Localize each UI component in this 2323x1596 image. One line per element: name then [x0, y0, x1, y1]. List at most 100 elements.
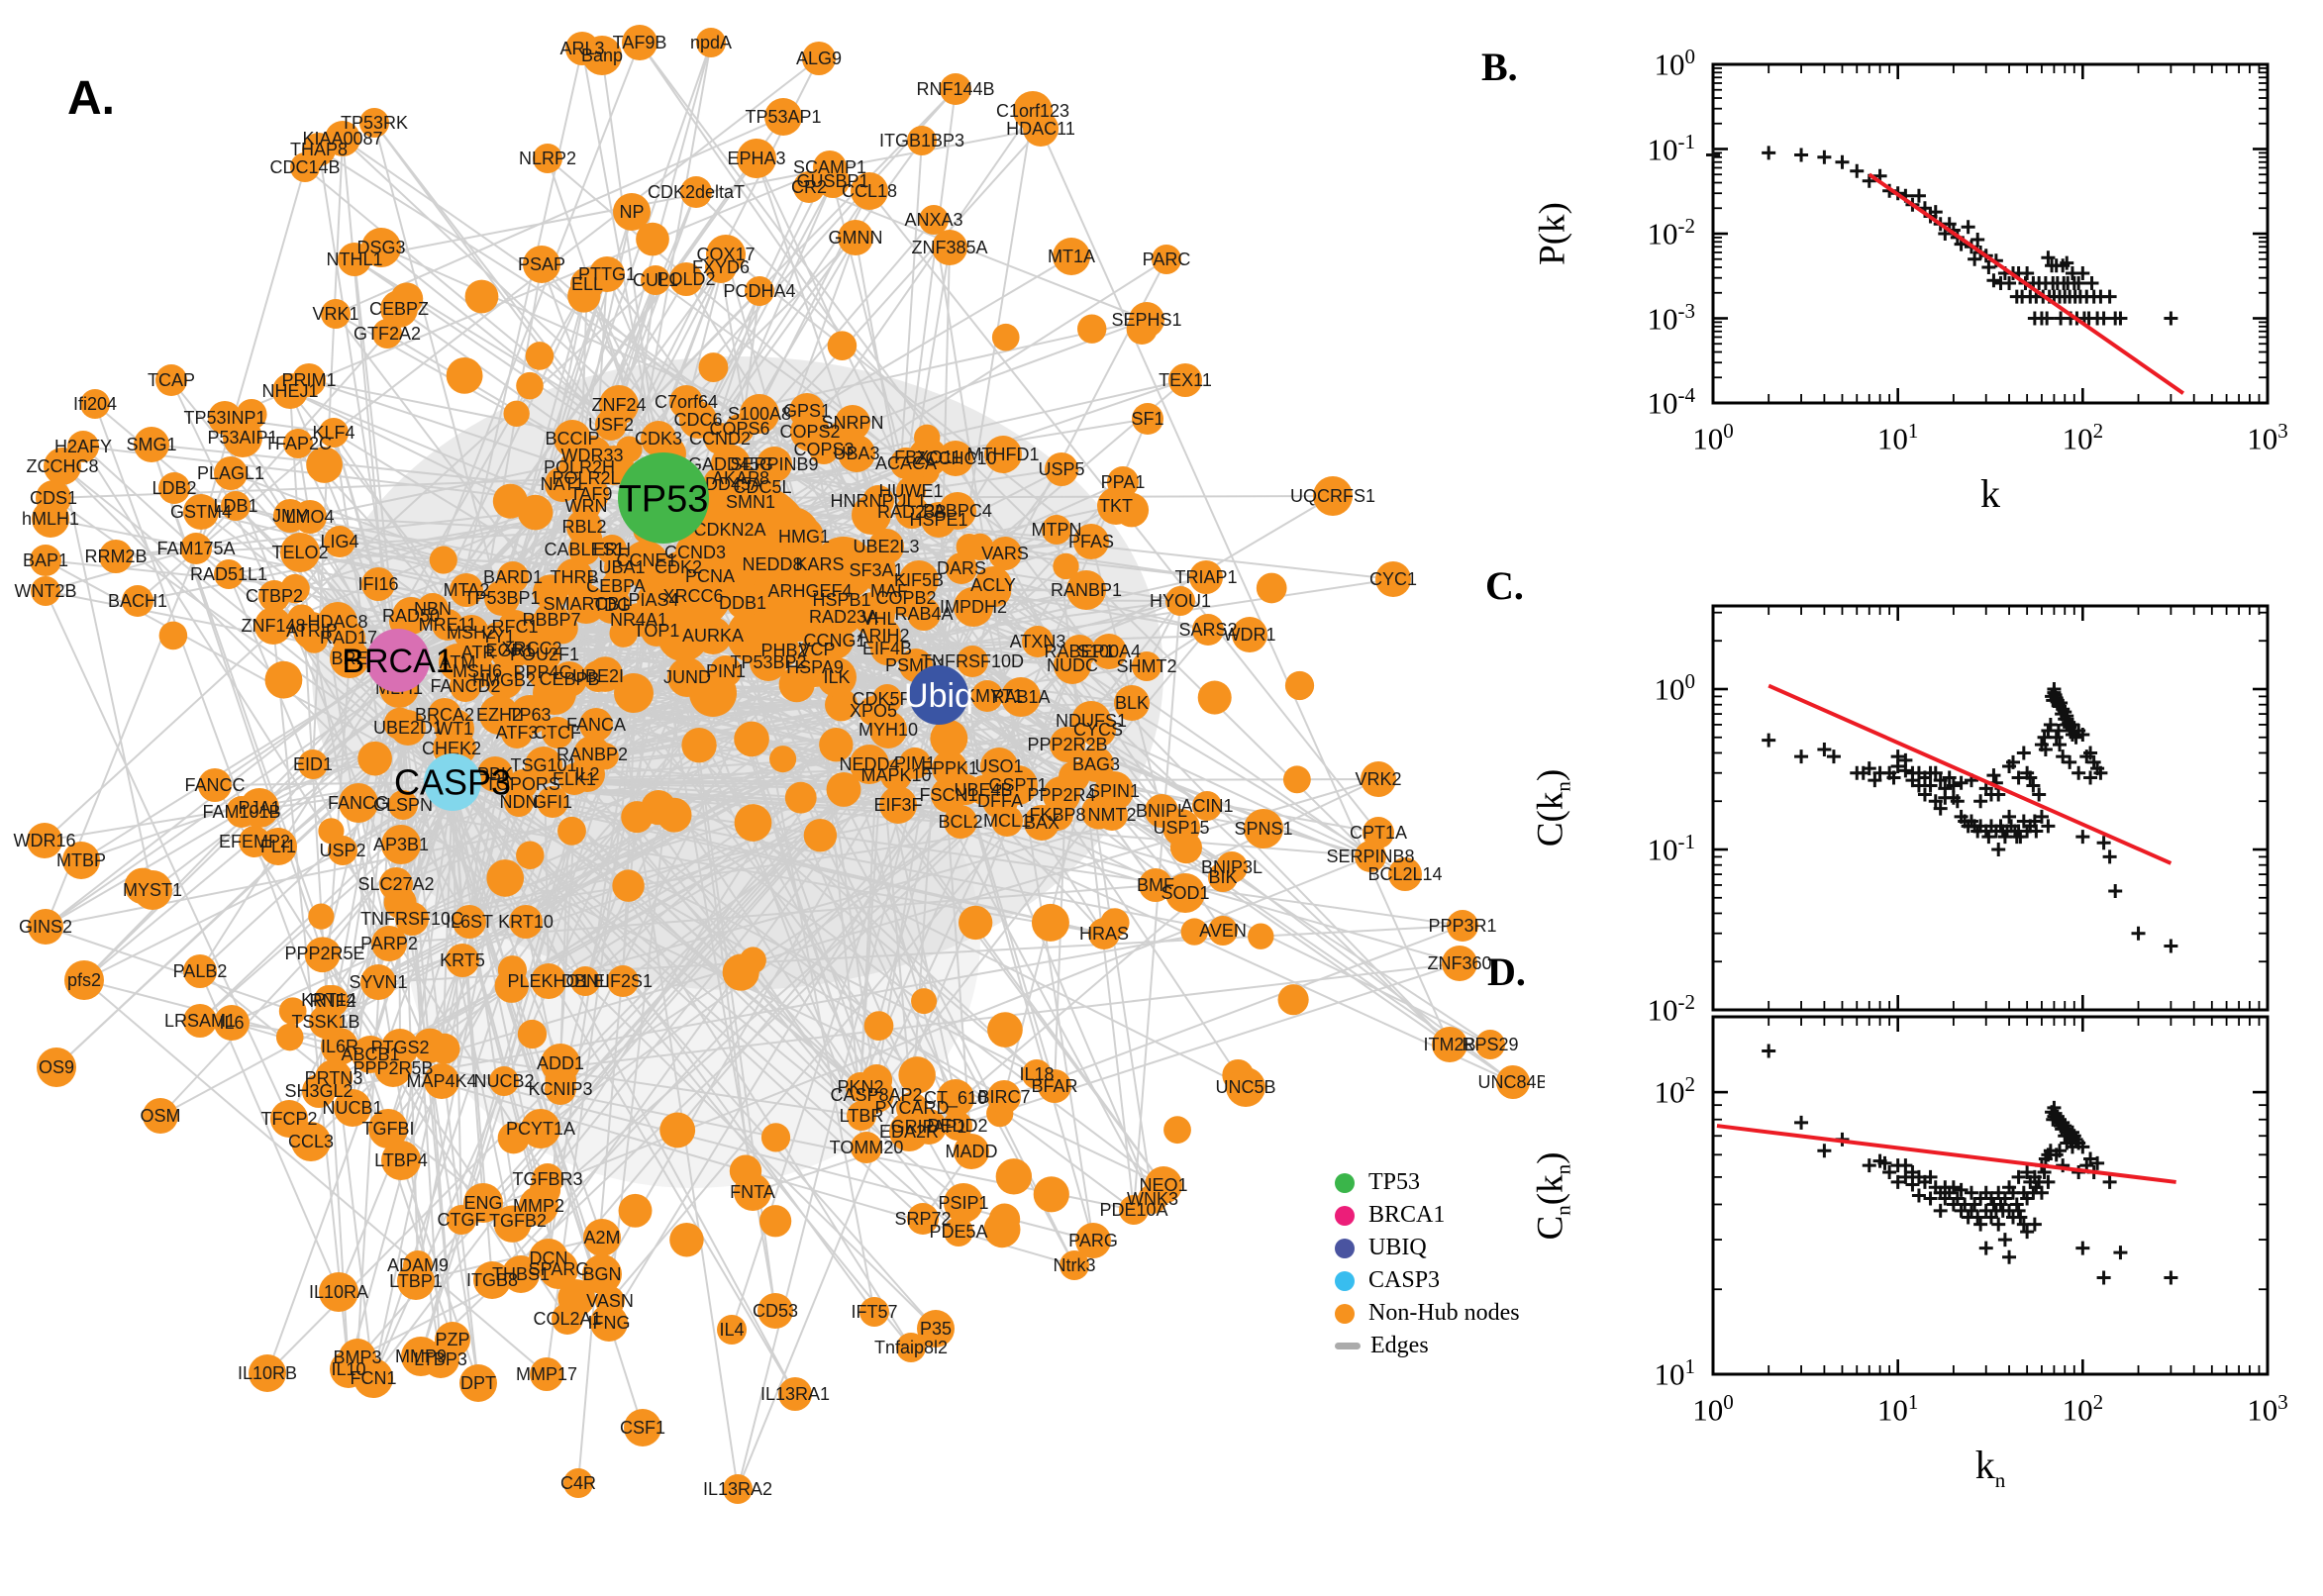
gene-node[interactable] — [309, 938, 341, 969]
gene-node[interactable] — [1355, 841, 1386, 872]
gene-node[interactable] — [545, 466, 580, 502]
gene-node[interactable] — [641, 615, 672, 647]
gene-node[interactable] — [703, 466, 739, 502]
gene-node[interactable] — [889, 1112, 929, 1151]
gene-node[interactable] — [938, 441, 973, 476]
gene-node[interactable] — [180, 533, 212, 564]
gene-node[interactable] — [879, 786, 917, 824]
gene-node[interactable] — [851, 172, 888, 210]
gene-node[interactable] — [338, 243, 371, 276]
gene-node[interactable] — [453, 905, 486, 939]
gene-node[interactable] — [1054, 647, 1091, 684]
gene-node[interactable] — [1129, 302, 1164, 338]
hub-node-brca1[interactable] — [366, 629, 430, 692]
gene-node[interactable] — [1097, 487, 1135, 525]
gene-node[interactable] — [1060, 1250, 1089, 1280]
gene-node[interactable] — [907, 126, 937, 155]
gene-node[interactable] — [737, 139, 776, 178]
gene-node[interactable] — [1192, 791, 1222, 821]
gene-node[interactable] — [921, 502, 957, 538]
gene-node[interactable] — [582, 1254, 622, 1294]
gene-node[interactable] — [380, 290, 418, 328]
gene-node[interactable] — [1165, 586, 1195, 616]
gene-node[interactable] — [984, 436, 1022, 473]
gene-node[interactable] — [1119, 1195, 1149, 1225]
gene-node[interactable] — [214, 1005, 250, 1041]
gene-node[interactable] — [497, 561, 529, 593]
gene-node[interactable] — [223, 418, 262, 457]
gene-node[interactable] — [403, 1250, 433, 1280]
gene-node[interactable] — [523, 246, 560, 283]
gene-node[interactable] — [711, 511, 749, 549]
gene-node[interactable] — [1375, 561, 1411, 597]
gene-node[interactable] — [334, 1089, 371, 1127]
gene-node[interactable] — [1075, 1223, 1111, 1258]
gene-node[interactable] — [240, 788, 279, 828]
gene-node[interactable] — [838, 220, 873, 255]
gene-node[interactable] — [319, 1272, 358, 1312]
gene-node[interactable] — [944, 1183, 983, 1223]
gene-node[interactable] — [372, 319, 402, 349]
gene-node[interactable] — [298, 749, 328, 779]
gene-node[interactable] — [590, 1304, 628, 1342]
gene-node[interactable] — [940, 73, 971, 105]
gene-node[interactable] — [99, 540, 133, 573]
gene-node[interactable] — [31, 576, 60, 606]
gene-node[interactable] — [541, 1044, 580, 1083]
gene-node[interactable] — [568, 534, 600, 565]
gene-node[interactable] — [1313, 476, 1353, 516]
gene-node[interactable] — [460, 654, 494, 688]
gene-node[interactable] — [504, 787, 534, 817]
gene-node[interactable] — [533, 144, 562, 173]
gene-node[interactable] — [869, 711, 907, 748]
gene-node[interactable] — [944, 805, 977, 839]
gene-node[interactable] — [530, 1357, 563, 1391]
gene-node[interactable] — [758, 549, 787, 579]
gene-node[interactable] — [1442, 946, 1477, 981]
gene-node[interactable] — [1165, 873, 1205, 913]
gene-node[interactable] — [381, 1141, 421, 1180]
gene-node[interactable] — [957, 646, 988, 677]
gene-node[interactable] — [988, 537, 1022, 570]
gene-node[interactable] — [622, 25, 657, 60]
gene-node[interactable] — [859, 1297, 889, 1327]
gene-node[interactable] — [694, 617, 732, 654]
gene-node[interactable] — [1078, 747, 1114, 782]
gene-node[interactable] — [907, 1203, 939, 1235]
gene-node[interactable] — [1066, 570, 1106, 610]
gene-node[interactable] — [705, 251, 737, 283]
gene-node[interactable] — [368, 1109, 408, 1148]
gene-node[interactable] — [1139, 868, 1172, 902]
gene-node[interactable] — [528, 638, 561, 671]
gene-node[interactable] — [792, 573, 828, 609]
gene-node[interactable] — [361, 567, 395, 601]
gene-node[interactable] — [395, 902, 429, 936]
gene-node[interactable] — [890, 448, 922, 479]
gene-node[interactable] — [838, 435, 875, 472]
gene-node[interactable] — [80, 389, 110, 419]
gene-node[interactable] — [64, 960, 104, 1000]
gene-node[interactable] — [542, 717, 573, 748]
gene-node[interactable] — [214, 559, 244, 589]
gene-node[interactable] — [293, 500, 327, 534]
gene-node[interactable] — [734, 1173, 771, 1211]
gene-node[interactable] — [931, 777, 966, 813]
gene-node[interactable] — [254, 607, 292, 645]
gene-node[interactable] — [641, 421, 676, 456]
gene-node[interactable] — [143, 1098, 178, 1134]
gene-node[interactable] — [249, 1354, 286, 1392]
gene-node[interactable] — [330, 639, 369, 678]
gene-node[interactable] — [1447, 910, 1478, 942]
gene-node[interactable] — [1232, 617, 1267, 652]
gene-node[interactable] — [727, 587, 758, 619]
gene-node[interactable] — [907, 597, 941, 631]
gene-node[interactable] — [1162, 809, 1200, 847]
gene-node[interactable] — [784, 517, 824, 556]
gene-node[interactable] — [1432, 1027, 1467, 1062]
gene-node[interactable] — [677, 580, 709, 612]
gene-node[interactable] — [450, 573, 483, 607]
gene-node[interactable] — [563, 1468, 593, 1498]
gene-node[interactable] — [566, 509, 602, 545]
gene-node[interactable] — [987, 1080, 1021, 1114]
gene-node[interactable] — [1091, 634, 1127, 669]
